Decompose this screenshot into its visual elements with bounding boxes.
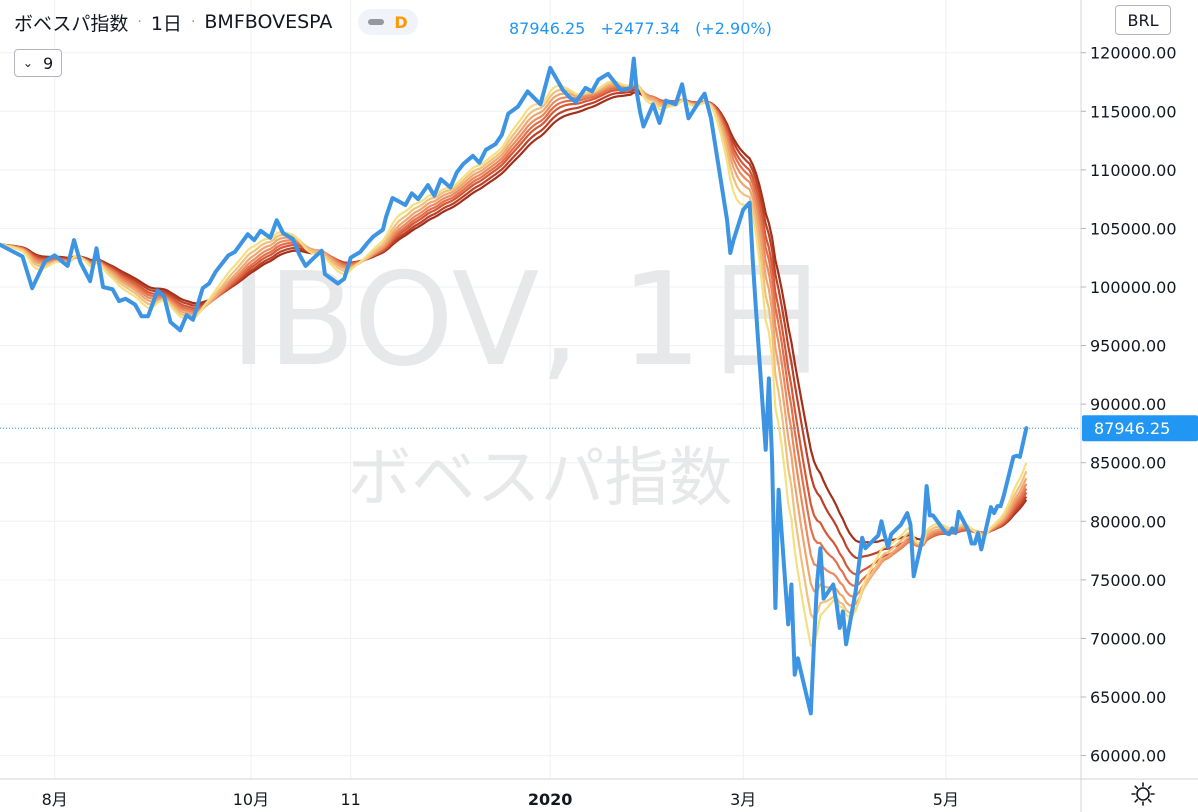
x-tick-label: 2020 <box>528 790 573 809</box>
x-tick-label: 10月 <box>233 790 269 809</box>
ema-line <box>0 79 1028 647</box>
price-change-percent: (+2.90%) <box>695 19 772 38</box>
exchange-label: BMFBOVESPA <box>204 11 333 33</box>
x-tick-label: 5月 <box>933 790 959 809</box>
y-tick-label: 70000.00 <box>1090 629 1166 648</box>
currency-label: BRL <box>1127 10 1159 30</box>
x-tick-label: 3月 <box>730 790 756 809</box>
y-tick-label: 90000.00 <box>1090 395 1166 414</box>
watermark-title: IBOV, 1日 <box>230 246 830 395</box>
separator-dot: · <box>137 14 142 30</box>
settings-gear-icon[interactable] <box>1130 781 1156 807</box>
y-tick-label: 95000.00 <box>1090 337 1166 356</box>
y-tick-label: 75000.00 <box>1090 571 1166 590</box>
separator-dot: · <box>190 14 196 30</box>
indicator-count: 9 <box>42 53 54 73</box>
y-tick-label: 105000.00 <box>1090 219 1177 238</box>
price-change: +2477.34 <box>600 19 681 38</box>
y-tick-label: 110000.00 <box>1090 161 1177 180</box>
chevron-down-icon: ⌄ <box>22 56 33 70</box>
y-tick-label: 85000.00 <box>1090 454 1166 473</box>
y-tick-label: 65000.00 <box>1090 688 1166 707</box>
interval-label[interactable]: 1日 <box>150 12 182 35</box>
last-price-value: 87946.25 <box>1094 419 1170 438</box>
grid-lines <box>0 0 1081 779</box>
y-tick-label: 120000.00 <box>1090 44 1177 63</box>
y-tick-label: 100000.00 <box>1090 278 1177 297</box>
ema-line <box>0 91 1028 544</box>
y-tick-label: 115000.00 <box>1090 102 1177 121</box>
y-tick-label: 60000.00 <box>1090 747 1166 766</box>
watermark-subtitle: ボベスパ指数 <box>347 442 732 516</box>
y-tick-label: 80000.00 <box>1090 512 1166 531</box>
ema-line <box>0 86 1028 576</box>
x-tick-label: 11 <box>341 790 361 809</box>
last-price-label: 87946.25 <box>1082 415 1198 442</box>
x-tick-label: 8月 <box>42 790 68 809</box>
currency-button[interactable]: BRL <box>1115 5 1171 35</box>
watermark: IBOV, 1日 ボベスパ指数 <box>230 246 830 516</box>
data-status-pill[interactable]: D <box>358 9 418 35</box>
visibility-icon[interactable] <box>368 19 385 25</box>
ema-line <box>0 88 1028 560</box>
time-axis[interactable]: 8月 10月 11 2020 3月 5月 <box>42 790 959 809</box>
price-line <box>0 56 1029 716</box>
indicators-toggle-button[interactable]: ⌄ 9 <box>14 49 62 77</box>
price-axis[interactable]: 60000.00 65000.00 70000.00 75000.00 80000.00… <box>1081 0 1177 766</box>
symbol-header[interactable]: ボベスパ指数 · 1日 · BMFBOVESPA D <box>14 9 418 35</box>
last-price: 87946.25 <box>509 19 586 38</box>
symbol-name[interactable]: ボベスパ指数 <box>14 12 129 35</box>
price-quote: 87946.25 +2477.34 (+2.90%) <box>509 19 782 38</box>
y-tick-label: 125000.00 <box>1090 0 1177 4</box>
data-delay-badge: D <box>394 12 408 32</box>
